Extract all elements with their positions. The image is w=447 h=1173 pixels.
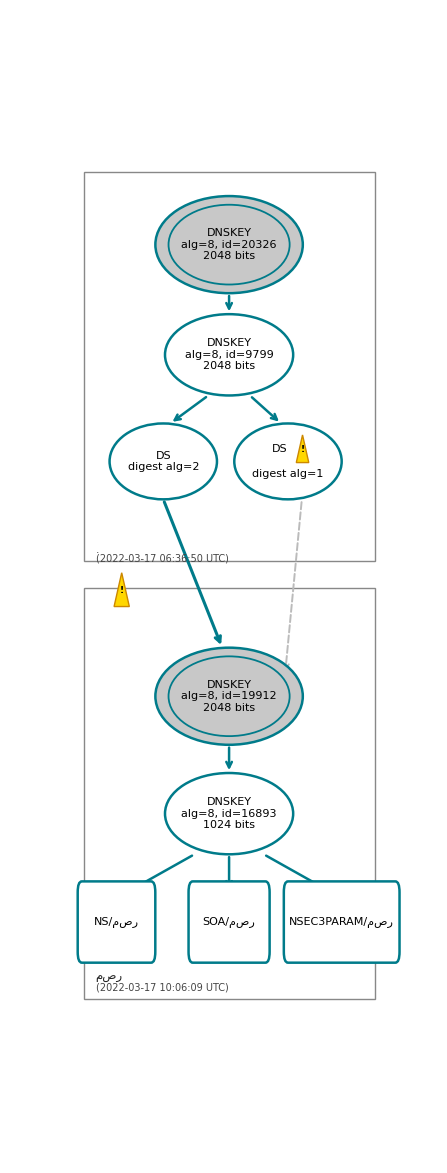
Text: DS: DS xyxy=(271,443,287,454)
Text: !: ! xyxy=(120,586,124,595)
Ellipse shape xyxy=(156,647,303,745)
FancyBboxPatch shape xyxy=(84,588,375,999)
Text: DNSKEY
alg=8, id=19912
2048 bits: DNSKEY alg=8, id=19912 2048 bits xyxy=(181,679,277,713)
Text: SOA/مصر: SOA/مصر xyxy=(202,916,256,928)
FancyBboxPatch shape xyxy=(84,172,375,561)
Text: DNSKEY
alg=8, id=20326
2048 bits: DNSKEY alg=8, id=20326 2048 bits xyxy=(181,228,277,262)
FancyBboxPatch shape xyxy=(189,881,270,963)
Ellipse shape xyxy=(156,196,303,293)
Polygon shape xyxy=(114,572,129,606)
Text: DNSKEY
alg=8, id=9799
2048 bits: DNSKEY alg=8, id=9799 2048 bits xyxy=(185,338,274,372)
Text: .: . xyxy=(96,545,99,555)
Text: (2022-03-17 10:06:09 UTC): (2022-03-17 10:06:09 UTC) xyxy=(96,983,228,994)
Ellipse shape xyxy=(169,205,290,285)
Ellipse shape xyxy=(165,773,293,854)
FancyBboxPatch shape xyxy=(78,881,155,963)
Text: digest alg=1: digest alg=1 xyxy=(252,469,324,479)
Ellipse shape xyxy=(110,423,217,500)
Text: !: ! xyxy=(300,445,304,454)
Text: مصر: مصر xyxy=(96,970,123,983)
Text: DS
digest alg=2: DS digest alg=2 xyxy=(127,450,199,473)
Ellipse shape xyxy=(234,423,342,500)
Polygon shape xyxy=(296,435,309,462)
Text: DNSKEY
alg=8, id=16893
1024 bits: DNSKEY alg=8, id=16893 1024 bits xyxy=(181,796,277,830)
Text: (2022-03-17 06:36:50 UTC): (2022-03-17 06:36:50 UTC) xyxy=(96,552,228,563)
FancyBboxPatch shape xyxy=(284,881,400,963)
Ellipse shape xyxy=(165,314,293,395)
Ellipse shape xyxy=(169,657,290,737)
Text: NSEC3PARAM/مصر: NSEC3PARAM/مصر xyxy=(289,916,394,928)
Text: NS/مصر: NS/مصر xyxy=(94,916,139,928)
